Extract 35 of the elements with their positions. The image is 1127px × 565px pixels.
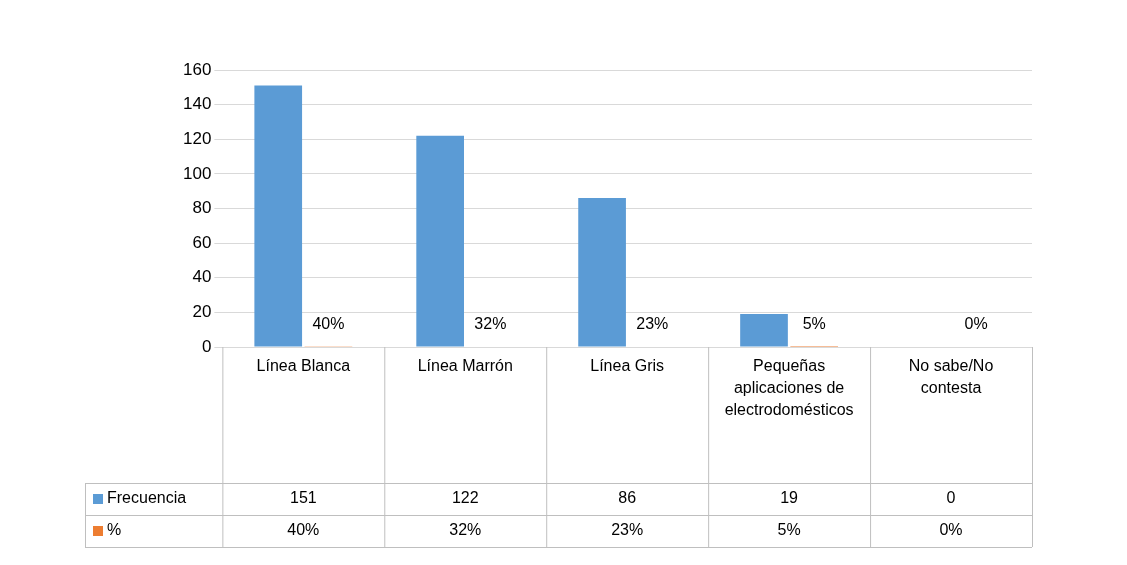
data-label: 0 xyxy=(946,489,956,507)
text: 5% xyxy=(802,315,826,333)
y-tick-label: 20 xyxy=(192,302,212,322)
y-tick-label: 80 xyxy=(192,198,212,218)
data-label: 5% xyxy=(777,521,801,539)
text: 0% xyxy=(964,315,988,333)
data-label: 40% xyxy=(287,521,320,539)
y-tick-label: 160 xyxy=(182,59,212,79)
x-tick-label: Línea Blanca xyxy=(256,357,351,375)
y-tick-label: 140 xyxy=(182,94,212,114)
x-tick-label: Línea Marrón xyxy=(417,357,513,375)
text: 23% xyxy=(636,315,669,333)
data-label: 19 xyxy=(780,489,799,507)
text: 40% xyxy=(312,315,345,333)
y-tick-label: 100 xyxy=(182,163,212,183)
data-label: 122 xyxy=(451,489,479,507)
bar xyxy=(740,314,788,347)
y-tick-label: 0 xyxy=(201,336,212,356)
x-tick-label: Pequeñas aplicaciones de electrodomésticos xyxy=(724,357,854,419)
data-label: 0% xyxy=(939,521,963,539)
bar xyxy=(254,85,303,347)
data-label: 151 xyxy=(289,489,317,507)
data-label: 23% xyxy=(611,521,644,539)
data-label: 86 xyxy=(618,489,637,507)
y-tick-label: 40 xyxy=(192,267,212,287)
y-tick-label: 60 xyxy=(192,232,212,252)
y-tick-label: 120 xyxy=(182,128,212,148)
x-tick-label: Línea Gris xyxy=(590,357,665,375)
text: 32% xyxy=(474,315,507,333)
data-label: 32% xyxy=(449,521,482,539)
bar xyxy=(578,198,626,347)
legend-label: Frecuencia xyxy=(107,489,187,507)
bar xyxy=(416,135,464,347)
legend-label: % xyxy=(107,521,122,539)
x-tick-label: No sabe/No contesta xyxy=(908,357,994,397)
